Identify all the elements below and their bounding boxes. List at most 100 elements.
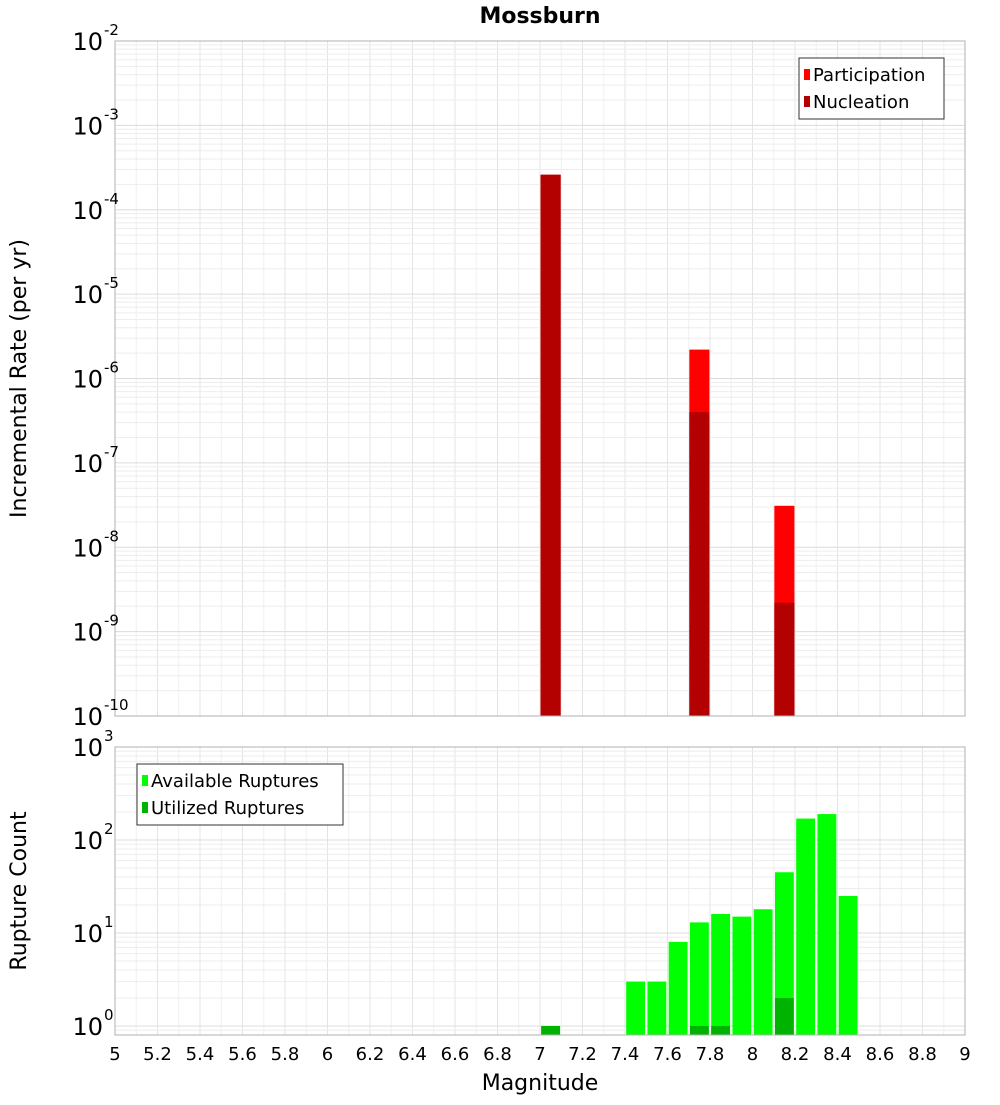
y-tick-label: 10 -2 — [72, 21, 119, 56]
y-tick-label: 10 -8 — [72, 527, 119, 562]
legend-label: Participation — [813, 65, 925, 86]
legend-item: Available Ruptures — [142, 771, 319, 792]
bar-nucleation — [540, 174, 561, 716]
y-tick-base: 10 — [72, 920, 103, 948]
x-tick-label: 6.4 — [398, 1044, 427, 1065]
bars — [540, 174, 795, 716]
bar-nucleation — [689, 412, 710, 716]
y-tick-base: 10 — [72, 534, 103, 562]
legend-label: Utilized Ruptures — [151, 798, 304, 819]
y-tick-label: 10 3 — [72, 727, 113, 762]
y-tick-base: 10 — [72, 734, 103, 762]
legend-box — [136, 763, 344, 826]
y-tick-exponent: 0 — [104, 1006, 114, 1024]
bar-available-ruptures — [838, 895, 858, 1035]
y-tick-exponent: -8 — [104, 527, 119, 545]
bar-available-ruptures — [689, 922, 709, 1035]
bar-utilized-ruptures — [541, 1025, 561, 1035]
x-tick-label: 9 — [959, 1044, 970, 1065]
legend-swatch — [804, 69, 810, 80]
legend-box — [798, 57, 945, 120]
bar-available-ruptures — [647, 981, 667, 1035]
y-tick-label: 10 -7 — [72, 443, 119, 478]
bar-available-ruptures — [774, 872, 794, 1035]
x-tick-label: 6.2 — [356, 1044, 385, 1065]
y-axis-label: Incremental Rate (per yr) — [7, 239, 32, 518]
y-tick-label: 10 -10 — [72, 696, 128, 731]
x-tick-label: 8.8 — [908, 1044, 937, 1065]
y-tick-exponent: 3 — [104, 727, 114, 745]
x-tick-label: 5.2 — [143, 1044, 172, 1065]
bar-utilized-ruptures — [711, 1025, 731, 1035]
x-tick-label: 8.2 — [781, 1044, 810, 1065]
x-tick-label: 5.4 — [186, 1044, 215, 1065]
x-tick-label: 6 — [322, 1044, 333, 1065]
chart-title: Mossburn — [479, 4, 600, 29]
x-tick-label: 8.6 — [866, 1044, 895, 1065]
legend-item: Nucleation — [804, 92, 909, 113]
y-tick-exponent: -6 — [104, 359, 119, 377]
y-tick-exponent: 1 — [104, 913, 114, 931]
bar-available-ruptures — [817, 814, 837, 1035]
grid-lines — [114, 40, 966, 717]
bar-nucleation — [774, 602, 795, 716]
y-tick-base: 10 — [72, 703, 103, 731]
y-tick-label: 10 -5 — [72, 274, 119, 309]
x-tick-label: 7 — [534, 1044, 545, 1065]
y-tick-exponent: 2 — [104, 820, 114, 838]
bars — [541, 814, 858, 1035]
legend-item: Participation — [804, 65, 925, 86]
x-tick-label: 5.8 — [271, 1044, 300, 1065]
y-tick-base: 10 — [72, 1013, 103, 1041]
bar-available-ruptures — [626, 981, 646, 1035]
y-tick-exponent: -2 — [104, 21, 119, 39]
y-tick-base: 10 — [72, 112, 103, 140]
y-tick-base: 10 — [72, 197, 103, 225]
y-tick-label: 10 1 — [72, 913, 113, 948]
x-tick-label: 7.4 — [611, 1044, 640, 1065]
legend: Available Ruptures Utilized Ruptures — [136, 763, 344, 826]
legend-swatch — [142, 802, 148, 813]
x-axis-label: Magnitude — [482, 1071, 599, 1096]
legend-swatch — [804, 96, 810, 107]
legend-label: Nucleation — [813, 92, 909, 113]
x-tick-label: 7.6 — [653, 1044, 682, 1065]
x-tick-label: 6.8 — [483, 1044, 512, 1065]
x-tick-label: 5 — [109, 1044, 120, 1065]
bar-available-ruptures — [732, 916, 752, 1035]
x-tick-label: 7.2 — [568, 1044, 597, 1065]
plot-border — [114, 746, 966, 1036]
x-tick-label: 7.8 — [696, 1044, 725, 1065]
y-tick-exponent: -9 — [104, 612, 119, 630]
bar-utilized-ruptures — [774, 997, 794, 1035]
x-tick-label: 8.4 — [823, 1044, 852, 1065]
y-tick-label: 10 2 — [72, 820, 113, 855]
bar-available-ruptures — [796, 818, 816, 1035]
y-tick-base: 10 — [72, 450, 103, 478]
bar-available-ruptures — [668, 942, 688, 1035]
x-tick-label: 6.6 — [441, 1044, 470, 1065]
legend-label: Available Ruptures — [151, 771, 319, 792]
legend-swatch — [142, 775, 148, 786]
y-tick-label: 10 -9 — [72, 612, 119, 647]
y-tick-label: 10 -4 — [72, 190, 119, 225]
y-tick-exponent: -10 — [104, 696, 129, 714]
y-tick-base: 10 — [72, 619, 103, 647]
plot-border — [114, 40, 966, 717]
bar-utilized-ruptures — [689, 1025, 709, 1035]
y-tick-label: 10 -3 — [72, 105, 119, 140]
legend-item: Utilized Ruptures — [142, 798, 304, 819]
y-tick-exponent: -4 — [104, 190, 119, 208]
y-tick-base: 10 — [72, 281, 103, 309]
x-tick-label: 5.6 — [228, 1044, 257, 1065]
y-tick-exponent: -5 — [104, 274, 119, 292]
y-tick-base: 10 — [72, 28, 103, 56]
bar-available-ruptures — [753, 909, 773, 1035]
y-axis-label: Rupture Count — [7, 811, 32, 971]
x-tick-label: 8 — [747, 1044, 758, 1065]
x-tick-labels: 5 5.2 5.4 5.6 5.8 6 6.2 6.4 6.6 6.8 7 7.2 7.4 7.6 7.8 8… — [109, 1044, 970, 1065]
